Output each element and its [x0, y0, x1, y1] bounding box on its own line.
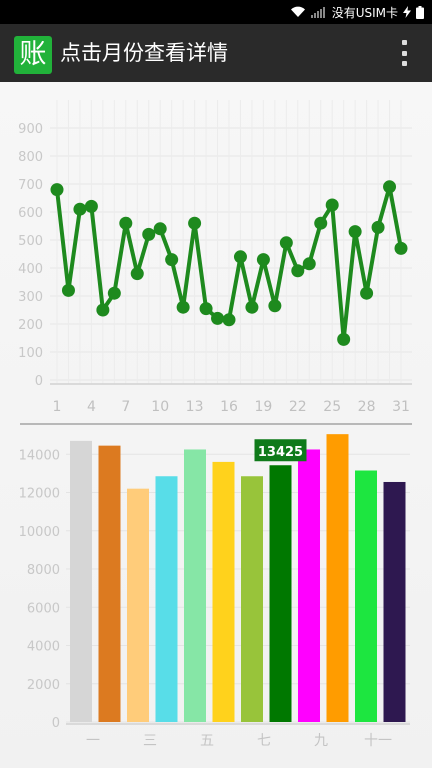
line-point — [371, 220, 385, 234]
bar-chart-x-tick-label: 十一 — [364, 733, 392, 749]
bar-chart-y-tick-label: 8000 — [27, 563, 60, 578]
line-point — [107, 286, 121, 300]
bar-12 — [383, 481, 406, 722]
bar-chart-x-tick-label: 七 — [257, 733, 271, 749]
line-chart-x-tick-label: 10 — [151, 399, 169, 415]
page-title: 点击月份查看详情 — [60, 41, 228, 65]
line-point — [130, 267, 144, 281]
line-chart-x-tick-label: 19 — [254, 399, 272, 415]
line-point — [314, 216, 328, 230]
charts-area: 0 100 200 300 400 500 600 700 800 900 1 4 7 10 13 16 19 2… — [0, 82, 432, 768]
app-logo-icon[interactable]: 账 — [14, 36, 52, 74]
line-point — [84, 199, 98, 213]
line-point — [176, 300, 190, 314]
line-point — [348, 225, 362, 239]
bar-chart-y-tick-label: 2000 — [27, 678, 60, 693]
line-point — [360, 286, 374, 300]
bar-chart-y-tick-label: 0 — [52, 716, 60, 731]
line-chart-x-tick-label: 16 — [220, 399, 238, 415]
monthly-bar-chart[interactable]: 0 2000 4000 6000 8000 10000 12000 14000 一 三 五 七 九 十一 1… — [19, 434, 410, 749]
bar-8 — [269, 465, 292, 722]
line-point — [153, 222, 167, 236]
bar-chart-x-tick-label: 一 — [86, 733, 100, 749]
line-point — [337, 332, 351, 346]
bar-3 — [127, 488, 149, 722]
bar-6 — [212, 461, 235, 722]
line-chart-y-tick-label: 0 — [35, 374, 43, 389]
line-point — [211, 311, 225, 325]
line-chart-x-tick-label: 28 — [358, 399, 376, 415]
line-point — [383, 180, 397, 194]
line-point — [279, 236, 293, 250]
line-chart-y-tick-label: 600 — [18, 206, 43, 221]
wifi-icon — [290, 6, 305, 18]
line-point — [233, 250, 247, 264]
charging-icon — [403, 6, 411, 18]
line-point — [142, 227, 156, 241]
bar-7 — [241, 476, 263, 722]
signal-icon — [310, 7, 325, 18]
line-chart-x-tick-label: 22 — [289, 399, 307, 415]
highlight-value-badge — [254, 439, 307, 462]
highlight-value-label: 13425 — [258, 445, 303, 460]
line-point — [188, 216, 202, 230]
bar-10 — [326, 434, 349, 722]
line-chart-x-tick-label: 4 — [87, 399, 96, 415]
bar-chart-y-tick-label: 10000 — [19, 525, 60, 540]
bar-chart-y-tick-label: 4000 — [27, 640, 60, 655]
bar-11 — [355, 470, 377, 722]
status-bar: 没有USIM卡 — [0, 0, 432, 24]
line-chart-x-tick-label: 1 — [53, 399, 62, 415]
line-chart-y-tick-label: 400 — [18, 262, 43, 277]
line-chart-y-tick-label: 200 — [18, 318, 43, 333]
line-point — [96, 303, 110, 317]
overflow-menu-icon[interactable] — [396, 40, 412, 66]
line-point — [222, 313, 236, 327]
line-point — [61, 283, 75, 297]
line-chart-x-tick-label: 31 — [392, 399, 410, 415]
line-chart-y-tick-label: 800 — [18, 150, 43, 165]
line-point — [291, 264, 305, 278]
bar-chart-x-tick-label: 九 — [314, 733, 328, 749]
line-chart-y-tick-label: 700 — [18, 178, 43, 193]
line-point — [165, 253, 179, 267]
line-chart-x-tick-label: 25 — [323, 399, 341, 415]
bar-1 — [70, 440, 92, 722]
bar-9 — [298, 449, 320, 722]
line-point — [199, 302, 213, 316]
line-point — [256, 253, 270, 267]
battery-icon — [416, 5, 424, 19]
line-point — [325, 198, 339, 212]
line-point — [245, 300, 259, 314]
line-chart-x-tick-label: 7 — [121, 399, 130, 415]
bar-chart-x-tick-label: 五 — [200, 733, 214, 749]
line-point — [268, 299, 282, 313]
line-chart-y-tick-label: 300 — [18, 290, 43, 305]
line-point — [50, 183, 64, 197]
line-point — [119, 216, 133, 230]
line-chart-y-tick-label: 100 — [18, 346, 43, 361]
daily-line-chart[interactable]: 0 100 200 300 400 500 600 700 800 900 1 4 7 10 13 16 19 2… — [18, 100, 412, 415]
line-point — [302, 257, 316, 271]
bar-chart-x-tick-label: 三 — [143, 733, 157, 749]
line-chart-y-tick-label: 500 — [18, 234, 43, 249]
bar-chart-y-tick-label: 12000 — [19, 487, 60, 502]
bar-5 — [184, 449, 206, 722]
charts-canvas: 0 100 200 300 400 500 600 700 800 900 1 4 7 10 13 16 19 2… — [18, 100, 412, 749]
bar-chart-y-tick-label: 6000 — [27, 601, 60, 616]
line-chart-x-tick-label: 13 — [186, 399, 204, 415]
bar-4 — [155, 476, 178, 722]
action-bar: 账 点击月份查看详情 — [0, 24, 432, 82]
bar-2 — [98, 445, 121, 722]
line-chart-y-tick-label: 900 — [18, 122, 43, 137]
bar-chart-y-tick-label: 14000 — [19, 448, 60, 463]
carrier-text: 没有USIM卡 — [331, 5, 398, 20]
line-point — [394, 241, 408, 255]
line-point — [73, 202, 87, 216]
